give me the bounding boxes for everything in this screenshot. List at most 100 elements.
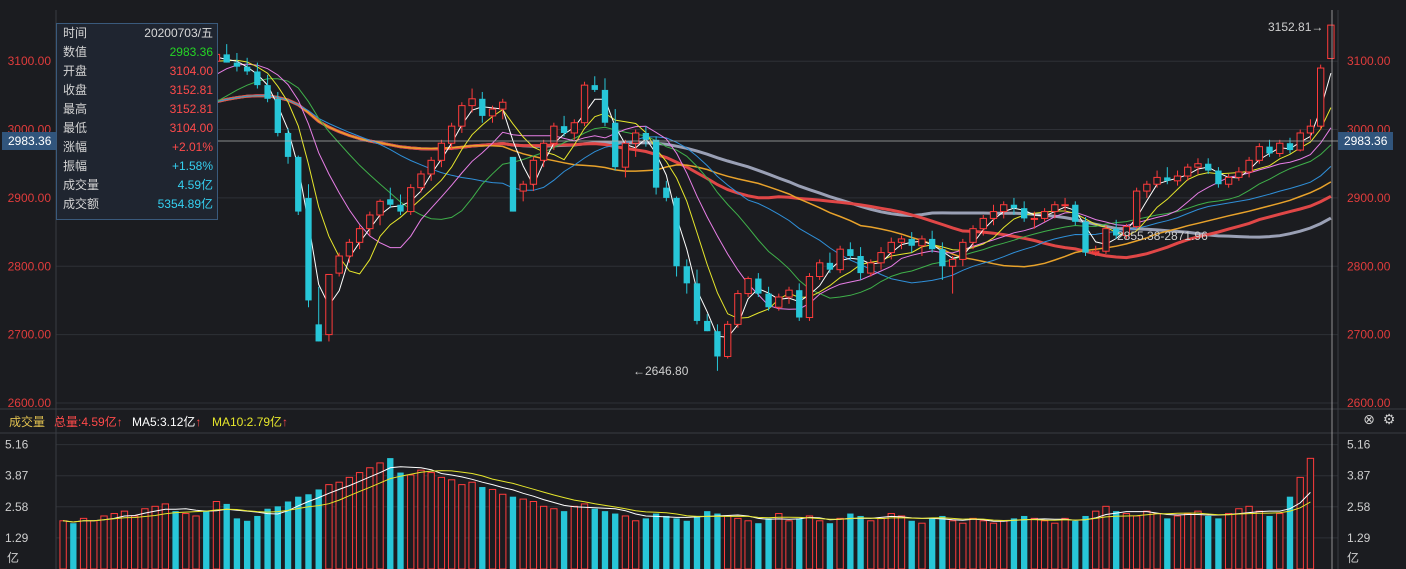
volume-bar xyxy=(315,489,322,569)
volume-bar xyxy=(397,472,404,569)
ma-line xyxy=(63,63,1332,310)
candle-body xyxy=(847,249,854,257)
volume-bar xyxy=(427,472,435,569)
crosshair-value-left: 2983.36 xyxy=(2,132,58,150)
volume-bar xyxy=(387,458,394,569)
volume-header: 成交量 总量:4.59亿↑ MA5:3.12亿↑ MA10:2.79亿↑ ⊗ ⚙ xyxy=(0,411,1406,433)
info-row: 收盘 3152.81 xyxy=(57,81,217,100)
volume-bar xyxy=(151,505,159,569)
volume-bar xyxy=(325,484,333,569)
candle-body xyxy=(427,159,435,175)
candle-body xyxy=(315,324,322,342)
candle-body xyxy=(570,122,578,134)
candle-body xyxy=(233,62,241,67)
volume-bar xyxy=(979,520,987,569)
volume-tick-label: 3.87 xyxy=(1347,469,1371,483)
info-value: 20200703/五 xyxy=(144,26,213,40)
candle-body xyxy=(631,132,640,144)
volume-bar xyxy=(642,518,650,569)
range-annotation: 2855.38-2871.96 xyxy=(1117,229,1208,243)
candle-body xyxy=(397,204,404,212)
volume-bar xyxy=(847,513,854,569)
candle-body xyxy=(1286,143,1294,151)
high-annotation: 3152.81→ xyxy=(1268,20,1323,34)
candle-body xyxy=(1092,250,1100,254)
volume-bar xyxy=(212,501,221,569)
candle-body xyxy=(499,101,507,110)
volume-bar xyxy=(1020,515,1028,569)
candle-body xyxy=(755,278,762,294)
volume-bars xyxy=(59,457,1315,569)
volume-bar xyxy=(335,481,343,569)
info-value: +2.01% xyxy=(171,140,213,154)
volume-bar xyxy=(59,520,67,569)
volume-bar xyxy=(447,479,456,569)
gear-icon[interactable]: ⚙ xyxy=(1382,411,1396,427)
info-row: 最高 3152.81 xyxy=(57,100,217,119)
info-key: 成交量 xyxy=(63,178,100,192)
candle-body xyxy=(642,132,650,140)
candle-body xyxy=(601,89,609,123)
candle-body xyxy=(284,132,292,157)
candle-body xyxy=(979,217,987,230)
candle-body xyxy=(458,105,466,127)
info-key: 最低 xyxy=(63,121,88,135)
candle-body xyxy=(816,262,824,278)
candle-body xyxy=(1132,190,1141,228)
info-key: 涨幅 xyxy=(63,140,88,154)
volume-bar xyxy=(591,508,598,569)
volume-tick-label: 5.16 xyxy=(1347,438,1371,452)
candle-body xyxy=(734,293,742,325)
volume-bar xyxy=(693,515,701,569)
info-key: 开盘 xyxy=(63,64,88,78)
candle-body xyxy=(826,262,834,270)
volume-bar xyxy=(877,517,885,569)
volume-bar xyxy=(1082,515,1089,569)
info-value: 2983.36 xyxy=(169,45,213,59)
volume-bar xyxy=(959,522,967,569)
volume-bar xyxy=(1276,513,1284,569)
volume-bar xyxy=(407,474,415,569)
volume-tick-label: 5.16 xyxy=(5,438,29,452)
volume-bar xyxy=(1286,496,1294,569)
volume-bar xyxy=(816,520,824,569)
volume-bar xyxy=(765,518,772,569)
volume-bar xyxy=(1143,510,1151,569)
volume-bar xyxy=(1296,476,1304,569)
volume-bar xyxy=(499,493,507,569)
candle-body xyxy=(447,125,456,144)
candle-body xyxy=(652,139,660,188)
volume-bar xyxy=(1215,518,1222,569)
candle-body xyxy=(928,238,936,250)
volume-tick-label: 1.29 xyxy=(5,531,29,545)
volume-bar xyxy=(826,523,834,569)
candle-body xyxy=(1102,228,1110,252)
volume-bar xyxy=(836,517,844,569)
volume-bar xyxy=(100,515,108,569)
info-value: 3152.81 xyxy=(169,102,213,116)
volume-bar xyxy=(295,496,302,569)
candle-body xyxy=(939,249,946,267)
candle-body xyxy=(673,197,680,267)
volume-bar xyxy=(887,513,895,569)
close-icon[interactable]: ⊗ xyxy=(1363,411,1375,427)
candle-body xyxy=(539,142,548,161)
volume-bar xyxy=(437,476,446,569)
volume-bar xyxy=(458,484,466,569)
volume-bar xyxy=(1051,522,1059,569)
candle-body xyxy=(335,255,343,274)
volume-bar xyxy=(1010,518,1018,569)
info-value: 4.59亿 xyxy=(177,178,213,192)
candle-body xyxy=(693,283,701,321)
candle-body xyxy=(305,197,312,301)
low-annotation: ←2646.80 xyxy=(633,364,689,378)
volume-bar xyxy=(867,520,875,569)
info-key: 成交额 xyxy=(63,197,100,211)
info-row: 涨幅 +2.01% xyxy=(57,138,217,157)
candle-body xyxy=(867,262,875,274)
candle-body xyxy=(1255,146,1263,161)
volume-bar xyxy=(1030,517,1039,569)
candle-body xyxy=(1235,171,1243,178)
volume-bar xyxy=(90,520,98,569)
